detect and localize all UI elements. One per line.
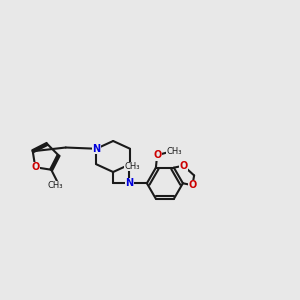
Text: CH₃: CH₃ <box>167 147 182 156</box>
Text: O: O <box>188 180 196 190</box>
Text: O: O <box>179 161 188 171</box>
Text: N: N <box>125 178 134 188</box>
Text: O: O <box>31 162 39 172</box>
Text: O: O <box>153 150 161 160</box>
Text: CH₃: CH₃ <box>124 162 140 171</box>
Text: CH₃: CH₃ <box>48 182 63 190</box>
Text: N: N <box>92 144 100 154</box>
